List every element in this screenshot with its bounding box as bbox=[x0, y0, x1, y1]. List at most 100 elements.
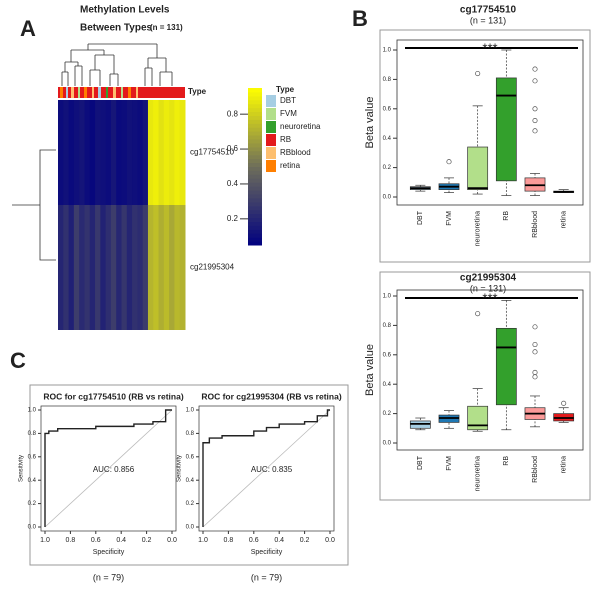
heat-cell bbox=[68, 205, 75, 330]
x-tick-label: 0.8 bbox=[224, 537, 234, 544]
colorbar-tick-label: 0.8 bbox=[227, 109, 239, 118]
heat-cell bbox=[169, 205, 175, 330]
heat-cell bbox=[84, 205, 91, 330]
outlier bbox=[532, 349, 538, 355]
x-tick-label: RBblood bbox=[532, 211, 539, 238]
chart-title: ROC for cg21995304 (RB vs retina) bbox=[201, 391, 341, 401]
type-bar bbox=[58, 87, 185, 98]
outlier bbox=[532, 118, 538, 124]
x-axis-label: Specificity bbox=[251, 549, 283, 556]
colorbar-cell bbox=[248, 142, 262, 148]
heat-cell bbox=[158, 100, 165, 205]
colorbar-cell bbox=[248, 158, 262, 164]
heat-cell bbox=[63, 205, 70, 330]
y-tick-label: 0.4 bbox=[186, 478, 195, 484]
row-label: cg17754510 bbox=[190, 148, 235, 157]
legend-swatch bbox=[266, 134, 276, 146]
x-tick-label: RBblood bbox=[532, 456, 539, 483]
box bbox=[467, 405, 489, 431]
panel-frame bbox=[379, 29, 591, 263]
colorbar-tick-label: 0.6 bbox=[227, 144, 239, 153]
colorbar-cell bbox=[248, 127, 262, 132]
y-tick-label: 0.8 bbox=[186, 431, 195, 437]
outlier bbox=[532, 369, 538, 375]
panel-frame bbox=[379, 271, 591, 501]
legend-label: FVM bbox=[280, 109, 297, 118]
chart-title: cg17754510 bbox=[460, 5, 517, 16]
colorbar-cell bbox=[248, 186, 262, 191]
colorbar-cell bbox=[248, 119, 262, 124]
roc-curve bbox=[44, 409, 172, 527]
chart-subtitle: Between Types bbox=[80, 23, 152, 34]
annotation: AUC: 0.835 bbox=[251, 465, 293, 474]
legend-title: Type bbox=[276, 85, 295, 94]
colorbar-cell bbox=[248, 135, 262, 140]
colorbar-cell bbox=[248, 233, 262, 238]
y-tick-label: 0.6 bbox=[383, 352, 392, 358]
x-tick-label: neuroretina bbox=[475, 456, 482, 492]
colorbar-cell bbox=[248, 123, 262, 128]
x-tick-label: 0.0 bbox=[167, 537, 177, 544]
colorbar-cell bbox=[248, 91, 262, 97]
legend-swatch bbox=[266, 95, 276, 107]
y-tick-label: 0.6 bbox=[186, 454, 195, 460]
x-tick-label: 0.6 bbox=[249, 537, 259, 544]
colorbar-cell bbox=[248, 99, 262, 105]
colorbar-tick-label: 0.4 bbox=[227, 179, 239, 188]
outlier bbox=[532, 324, 538, 330]
heat-cell bbox=[179, 100, 186, 205]
heat-cell bbox=[89, 100, 96, 205]
y-tick-label: 0.2 bbox=[186, 501, 195, 507]
heat-cell bbox=[79, 100, 85, 205]
legend-swatch bbox=[266, 147, 276, 159]
panel-label: C bbox=[10, 348, 26, 373]
dendrogram bbox=[12, 43, 173, 261]
roc-curve bbox=[202, 409, 330, 527]
colorbar-cell bbox=[248, 131, 262, 136]
colorbar-cell bbox=[248, 205, 262, 211]
colorbar-cell bbox=[248, 154, 262, 160]
y-tick-label: 0.8 bbox=[383, 77, 392, 83]
heat-cell bbox=[84, 100, 91, 205]
x-tick-label: 0.2 bbox=[300, 537, 310, 544]
heat-cell bbox=[68, 100, 75, 205]
y-axis-label: Sensitivity bbox=[177, 455, 183, 482]
x-tick-label: 0.2 bbox=[142, 537, 152, 544]
y-tick-label: 0.2 bbox=[28, 501, 37, 507]
colorbar-cell bbox=[248, 115, 262, 120]
x-tick-label: 0.4 bbox=[274, 537, 284, 544]
note: (n = 79) bbox=[93, 572, 124, 582]
x-tick-label: retina bbox=[561, 456, 568, 474]
y-tick-label: 0.6 bbox=[28, 454, 37, 460]
heat-cell bbox=[153, 205, 160, 330]
outlier bbox=[532, 66, 538, 72]
y-tick-label: 0.2 bbox=[383, 411, 392, 417]
y-tick-label: 0.0 bbox=[186, 525, 195, 531]
x-tick-label: 0.6 bbox=[91, 537, 101, 544]
outlier bbox=[446, 159, 452, 165]
note: (n = 131) bbox=[150, 23, 183, 32]
legend-swatch bbox=[266, 160, 276, 172]
heat-cell bbox=[95, 100, 101, 205]
colorbar-cell bbox=[248, 95, 262, 101]
heat-cell bbox=[116, 100, 122, 205]
colorbar-cell bbox=[248, 237, 262, 242]
heat-cell bbox=[132, 100, 138, 205]
x-tick-label: FVM bbox=[446, 211, 453, 226]
colorbar-cell bbox=[248, 139, 262, 144]
y-tick-label: 0.4 bbox=[28, 478, 37, 484]
y-tick-label: 0.0 bbox=[383, 441, 392, 447]
chart-title: cg21995304 bbox=[460, 273, 517, 284]
heat-cell bbox=[110, 205, 117, 330]
outlier bbox=[532, 106, 538, 112]
heat-cell bbox=[147, 205, 154, 330]
heat-cell bbox=[58, 205, 64, 330]
reference-line bbox=[202, 409, 331, 528]
x-tick-label: 0.8 bbox=[66, 537, 76, 544]
heat-cell bbox=[79, 205, 85, 330]
y-tick-label: 1.0 bbox=[383, 48, 392, 54]
colorbar-cell bbox=[248, 103, 262, 109]
heat-cell bbox=[95, 205, 101, 330]
colorbar-cell bbox=[248, 166, 262, 171]
